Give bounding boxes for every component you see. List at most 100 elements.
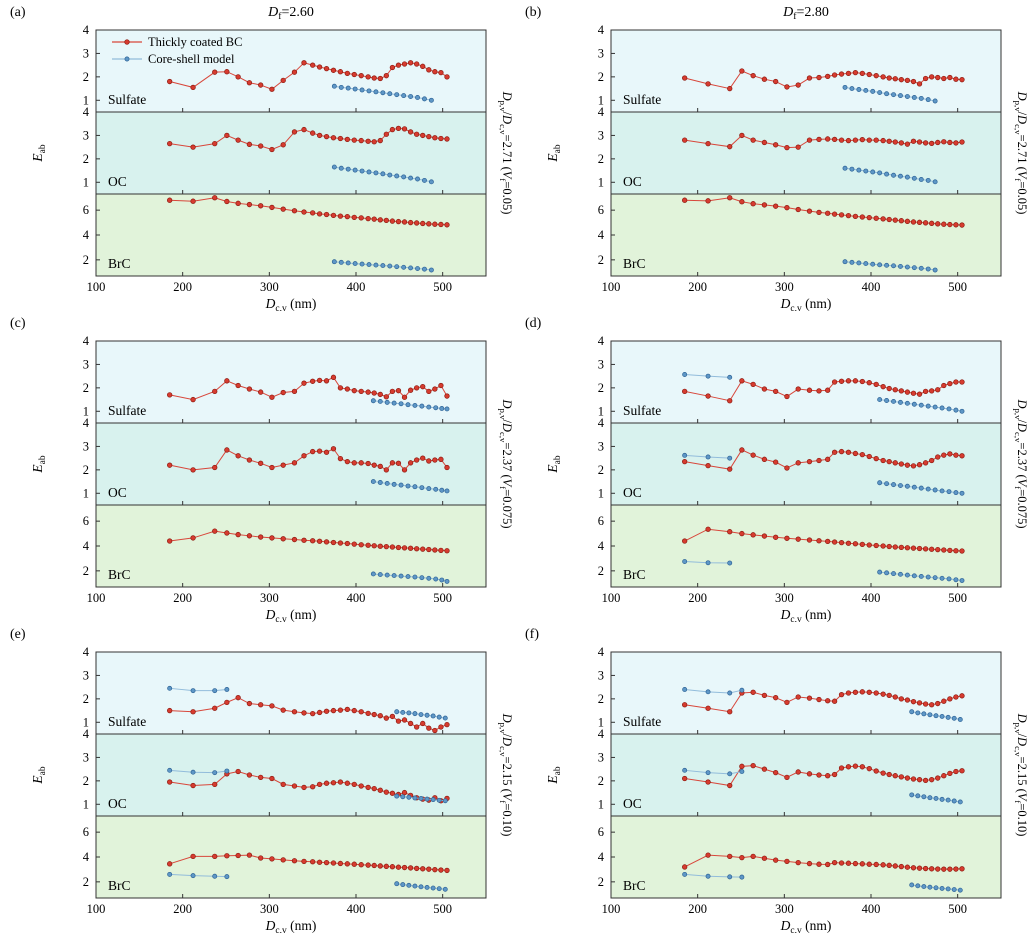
y-tick-label: 2 xyxy=(83,381,89,395)
band-bg-brc xyxy=(611,194,1001,276)
series-core-shell-model xyxy=(909,709,963,722)
panel-a: (a) Df=2.60 1 2 3 4 Sulfate 1 2 3 4 OC 2 4 6 BrC 100 200 3… xyxy=(0,0,514,314)
x-tick-label: 500 xyxy=(948,280,967,294)
band-name-label: OC xyxy=(623,485,642,500)
y-axis-title: Eab xyxy=(30,455,48,473)
y-tick-label: 1 xyxy=(83,93,89,107)
series-thickly-coated-bc xyxy=(167,195,450,228)
y-tick-label: 4 xyxy=(598,23,605,37)
x-tick-label: 300 xyxy=(775,902,794,916)
series-core-shell-model xyxy=(394,881,448,892)
band-name-label: BrC xyxy=(108,878,131,893)
series-core-shell-model xyxy=(682,372,733,380)
band-bg-oc xyxy=(96,734,486,816)
band-name-label: Sulfate xyxy=(108,403,146,418)
series-thickly-coated-bc xyxy=(682,378,965,404)
band-bg-oc xyxy=(611,734,1001,816)
y-tick-label: 6 xyxy=(83,825,89,839)
series-thickly-coated-bc xyxy=(682,195,965,228)
series-thickly-coated-bc xyxy=(167,852,450,874)
y-tick-label: 3 xyxy=(598,46,604,60)
band-name-label: OC xyxy=(108,485,127,500)
x-tick-label: 500 xyxy=(433,280,452,294)
y-tick-label: 4 xyxy=(83,645,90,659)
y-tick-label: 4 xyxy=(83,105,90,119)
y-tick-label: 4 xyxy=(83,228,90,242)
series-core-shell-model xyxy=(877,569,965,583)
band-bg-sulfate xyxy=(611,652,1001,734)
y-tick-label: 1 xyxy=(83,404,89,418)
y-tick-label: 3 xyxy=(83,46,89,60)
x-tick-label: 200 xyxy=(688,902,707,916)
y-tick-label: 3 xyxy=(598,128,604,142)
y-tick-label: 4 xyxy=(598,539,605,553)
x-tick-label: 100 xyxy=(602,280,621,294)
band-name-label: OC xyxy=(623,796,642,811)
series-core-shell-model xyxy=(331,83,434,103)
y-tick-label: 6 xyxy=(83,514,89,528)
series-core-shell-model xyxy=(909,882,963,893)
series-core-shell-model xyxy=(682,871,745,880)
y-tick-label: 2 xyxy=(598,774,604,788)
x-axis-title: Dc,v (nm) xyxy=(780,607,832,622)
y-tick-label: 2 xyxy=(83,152,89,166)
series-core-shell-model xyxy=(331,259,434,273)
panel-label: (b) xyxy=(525,5,542,20)
series-thickly-coated-bc xyxy=(682,762,965,789)
band-name-label: OC xyxy=(108,174,127,189)
x-tick-label: 300 xyxy=(260,902,279,916)
series-core-shell-model xyxy=(842,165,938,185)
y-tick-label: 3 xyxy=(598,357,604,371)
y-tick-label: 1 xyxy=(83,797,89,811)
y-tick-label: 2 xyxy=(598,692,604,706)
series-thickly-coated-bc xyxy=(682,689,965,715)
band-bg-oc xyxy=(96,112,486,194)
panel-label: (e) xyxy=(10,627,26,642)
y-tick-label: 2 xyxy=(83,774,89,788)
y-tick-label: 6 xyxy=(598,203,604,217)
x-tick-label: 300 xyxy=(260,591,279,605)
x-tick-label: 100 xyxy=(602,902,621,916)
x-tick-label: 400 xyxy=(347,280,366,294)
band-name-label: Sulfate xyxy=(623,92,661,107)
series-core-shell-model xyxy=(877,480,965,496)
y-tick-label: 1 xyxy=(598,93,604,107)
series-thickly-coated-bc xyxy=(682,447,965,472)
series-core-shell-model xyxy=(682,687,745,696)
y-tick-label: 4 xyxy=(83,539,90,553)
y-axis-title: Eab xyxy=(30,766,48,784)
x-tick-label: 400 xyxy=(862,902,881,916)
y-tick-label: 3 xyxy=(83,668,89,682)
y-tick-label: 3 xyxy=(598,750,604,764)
x-axis-title: Dc,v (nm) xyxy=(265,918,317,933)
series-core-shell-model xyxy=(842,259,938,273)
y-tick-label: 1 xyxy=(598,715,604,729)
band-bg-sulfate xyxy=(96,341,486,423)
band-bg-brc xyxy=(96,816,486,898)
y-tick-label: 4 xyxy=(598,727,605,741)
band-bg-sulfate xyxy=(611,341,1001,423)
series-core-shell-model xyxy=(682,452,733,461)
y-axis-title: Eab xyxy=(545,144,563,162)
y-tick-label: 1 xyxy=(598,486,604,500)
y-tick-label: 4 xyxy=(598,228,605,242)
legend-label: Thickly coated BC xyxy=(148,35,242,49)
y-tick-label: 2 xyxy=(598,564,604,578)
band-bg-sulfate xyxy=(96,652,486,734)
x-tick-label: 200 xyxy=(173,591,192,605)
x-tick-label: 100 xyxy=(87,591,106,605)
x-axis-title: Dc,v (nm) xyxy=(780,296,832,311)
panel-d: (d) 1 2 3 4 Sulfate 1 2 3 4 OC 2 4 6 BrC 100 200 300 400 50… xyxy=(515,311,1029,625)
right-condition-label: Dp,v/Dc,v=2.15 (Vf=0.10) xyxy=(1013,713,1029,837)
x-tick-label: 100 xyxy=(87,902,106,916)
series-thickly-coated-bc xyxy=(682,68,965,92)
x-tick-label: 200 xyxy=(688,591,707,605)
y-tick-label: 1 xyxy=(598,797,604,811)
y-tick-label: 1 xyxy=(83,715,89,729)
legend: Thickly coated BC Core-shell model xyxy=(112,35,242,66)
